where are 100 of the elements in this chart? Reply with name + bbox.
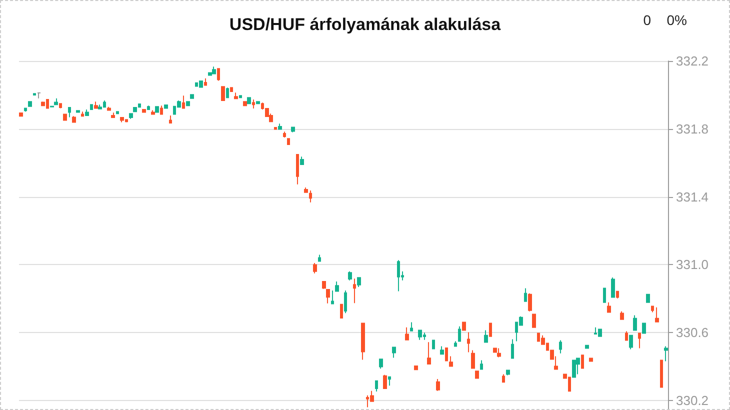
candlestick: [462, 322, 466, 331]
candlestick: [24, 108, 27, 112]
candlestick: [120, 117, 124, 123]
candlestick: [59, 103, 62, 109]
candlestick: [63, 114, 67, 121]
candlestick: [129, 113, 133, 120]
candlestick: [603, 288, 606, 303]
candlestick: [85, 109, 89, 116]
candlestick: [72, 116, 76, 123]
candlestick: [348, 270, 352, 281]
candlestick: [598, 328, 602, 337]
candlestick: [427, 342, 431, 365]
candlestick: [375, 380, 378, 392]
candlestick: [151, 110, 155, 115]
candlestick: [445, 348, 448, 362]
candlestick: [309, 190, 312, 203]
candlestick: [489, 322, 492, 337]
candlestick: [388, 376, 391, 386]
candlestick: [467, 332, 470, 353]
candlestick: [296, 154, 299, 185]
candlestick: [76, 110, 80, 113]
candlestick: [217, 68, 220, 82]
candlestick: [660, 360, 663, 388]
text: 0%: [666, 12, 687, 28]
candlestick: [440, 346, 444, 355]
candlestick: [169, 114, 172, 124]
candlestick: [133, 107, 137, 112]
candlestick: [37, 92, 41, 99]
candlestick: [68, 107, 71, 118]
y-tick-label: 331.0: [676, 257, 709, 272]
candlestick: [475, 370, 479, 379]
candlestick: [458, 326, 461, 342]
candlestick: [559, 340, 562, 354]
candlestick: [147, 105, 150, 110]
candlestick: [361, 322, 365, 360]
candlestick: [414, 366, 418, 370]
candlestick: [283, 131, 286, 138]
candlestick: [664, 346, 668, 362]
candlestick: [28, 101, 32, 107]
candlestick: [81, 111, 84, 117]
candlestick: [291, 126, 295, 133]
candlestick: [497, 348, 501, 358]
candlestick: [625, 330, 628, 341]
candlestick: [392, 346, 396, 358]
candlestick: [326, 288, 330, 304]
candlestick: [581, 354, 584, 369]
candlestick: [484, 330, 488, 343]
candlestick: [164, 104, 168, 109]
candlestick: [230, 87, 233, 92]
candlestick: [655, 306, 659, 322]
candlestick: [383, 374, 387, 389]
candlestick: [322, 281, 326, 290]
candlestick: [607, 302, 611, 313]
candlestick: [432, 340, 435, 350]
candlestick: [572, 360, 576, 378]
candlestick: [313, 262, 317, 274]
candlestick: [142, 109, 146, 113]
candlestick: [502, 374, 505, 383]
candlestick: [19, 112, 23, 117]
candlestick: [287, 138, 290, 146]
candlestick: [418, 330, 422, 340]
candlestick: [226, 87, 229, 98]
candlestick: [107, 106, 111, 111]
candlestick: [379, 358, 383, 370]
candlestick: [405, 326, 409, 340]
candlestick: [274, 127, 277, 130]
candlestick: [221, 86, 225, 102]
candlestick: [160, 105, 163, 115]
candlestick: [318, 254, 321, 262]
candlestick: [300, 156, 304, 166]
y-tick-label: 332.2: [676, 54, 709, 68]
candlestick: [278, 123, 282, 130]
candlestick: [239, 95, 242, 98]
candlestick: [252, 99, 255, 110]
candlestick: [353, 278, 356, 304]
candlestick: [344, 290, 347, 314]
candlestick: [576, 358, 580, 375]
candlestick: [256, 101, 260, 104]
candlestick: [243, 101, 247, 106]
candlestick: [480, 360, 483, 370]
candlestick: [304, 186, 308, 193]
candlestick: [524, 288, 527, 302]
chart-title: USD/HUF árfolyamának alakulása: [229, 15, 502, 34]
candlestick: [186, 101, 190, 106]
y-tick-label: 331.8: [676, 121, 709, 136]
candlestick: [182, 95, 185, 109]
candlestick: [98, 104, 102, 110]
candlestick: [410, 322, 413, 332]
candlestick: [335, 281, 339, 292]
candlestick: [94, 101, 98, 109]
candlestick: [511, 338, 514, 359]
candlestick: [651, 306, 654, 313]
candlestick: [506, 370, 510, 376]
candlestick: [638, 332, 641, 349]
candlestick: [90, 104, 93, 110]
y-tick-label: 331.4: [676, 189, 709, 204]
y-tick-label: 330.6: [676, 325, 709, 340]
candlestick: [116, 111, 119, 114]
candlestick: [54, 98, 58, 106]
candlestick: [212, 66, 216, 74]
